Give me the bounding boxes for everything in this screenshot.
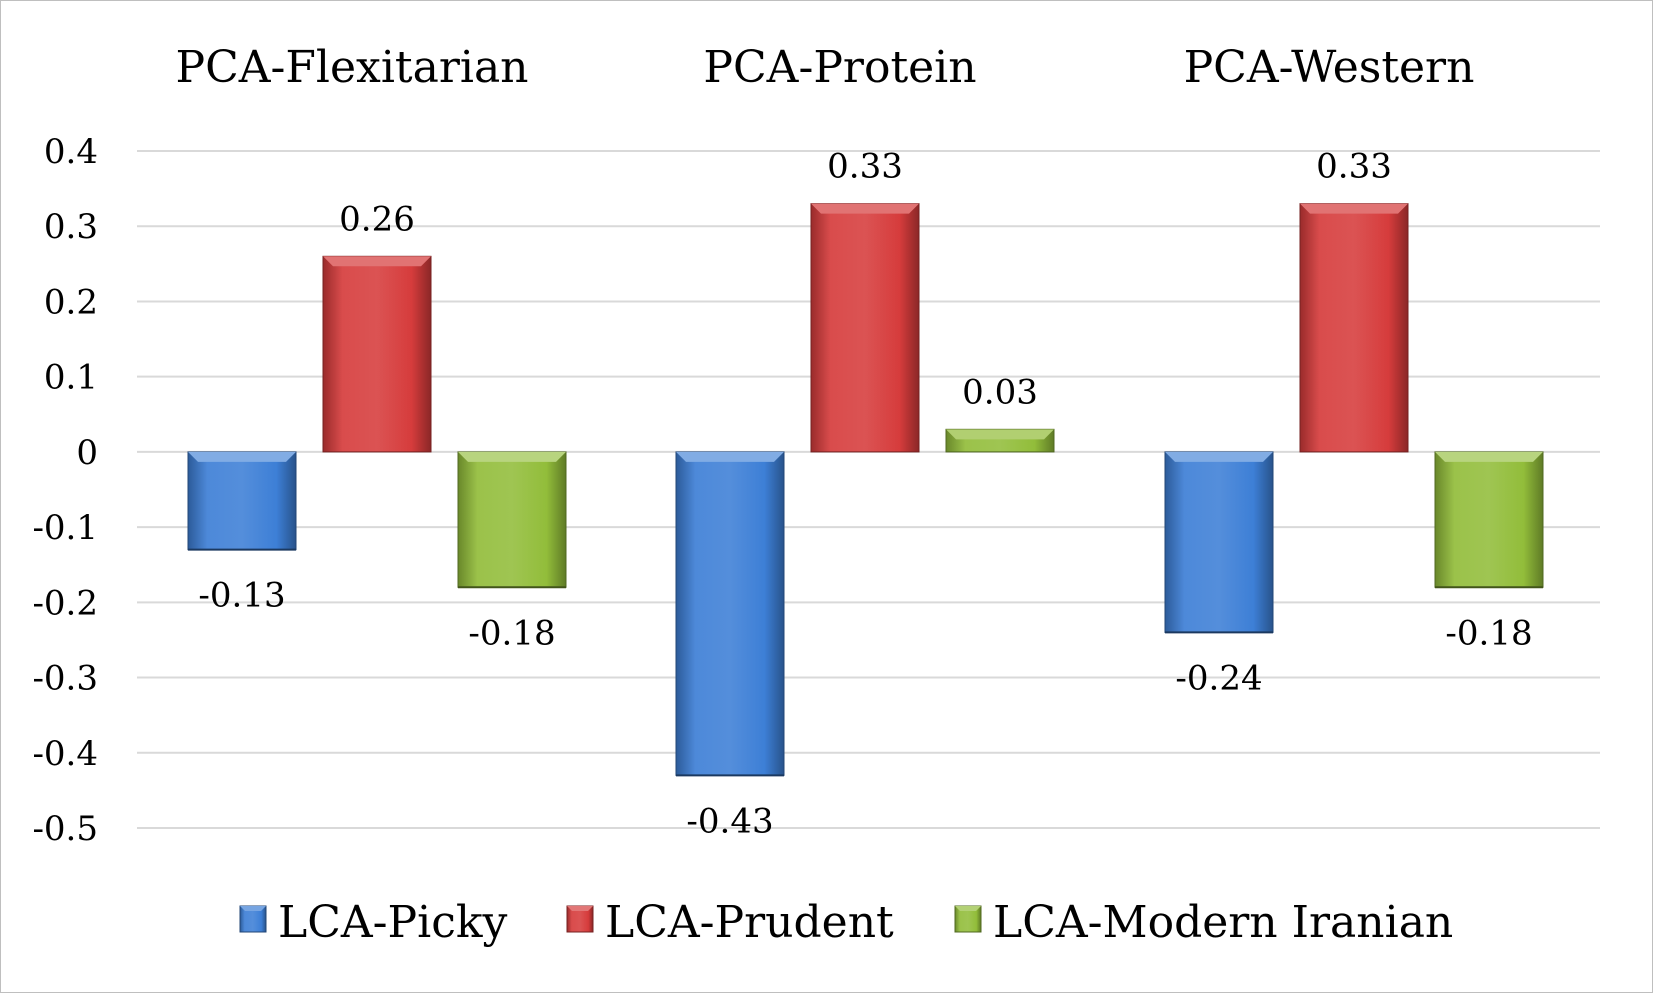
data-label-lca-prudent-pca-flexitarian: 0.26: [339, 199, 415, 239]
y-tick-label: 0.4: [44, 132, 98, 172]
bar-bevel: [1435, 451, 1543, 462]
bar-body: [1164, 451, 1274, 633]
data-label-lca-modern-iranian-pca-western: -0.18: [1445, 613, 1532, 653]
data-label-lca-modern-iranian-pca-flexitarian: -0.18: [468, 613, 555, 653]
category-label-pca-flexitarian: PCA-Flexitarian: [175, 42, 528, 93]
bar-lca-prudent-pca-flexitarian: [322, 255, 432, 453]
bar-bevel: [946, 429, 1054, 440]
bar-lca-modern-iranian-pca-western: [1434, 451, 1544, 589]
y-tick-label: -0.4: [32, 734, 98, 774]
bar-body: [322, 255, 432, 453]
bar-lca-picky-pca-western: [1164, 451, 1274, 634]
bar-lca-prudent-pca-western: [1299, 203, 1409, 453]
data-label-lca-prudent-pca-protein: 0.33: [827, 147, 903, 187]
legend-label: LCA-Prudent: [605, 897, 894, 948]
legend-item-lca-modern-iranian: LCA-Modern Iranian: [954, 897, 1453, 948]
bar-bevel: [811, 203, 919, 214]
legend-item-lca-picky: LCA-Picky: [239, 897, 508, 948]
bar-bevel: [323, 256, 431, 267]
bar-body: [457, 451, 567, 588]
legend-label: LCA-Picky: [278, 897, 508, 948]
bar-bevel: [458, 451, 566, 462]
data-label-lca-picky-pca-protein: -0.43: [686, 801, 773, 841]
bar-lca-picky-pca-protein: [675, 451, 785, 777]
category-label-pca-western: PCA-Western: [1184, 42, 1475, 93]
bar-lca-modern-iranian-pca-protein: [945, 428, 1055, 453]
data-label-lca-picky-pca-western: -0.24: [1175, 658, 1262, 698]
category-labels: PCA-Flexitarian PCA-Protein PCA-Western: [175, 42, 1474, 93]
bar-bevel: [188, 451, 296, 462]
category-label-pca-protein: PCA-Protein: [703, 42, 976, 93]
legend-item-lca-prudent: LCA-Prudent: [566, 897, 894, 948]
data-labels: -0.13 0.26 -0.18 -0.43 0.33 0.03 -0.24 0.33 -0.1…: [198, 147, 1532, 842]
y-tick-label: 0: [76, 433, 98, 473]
bar-body: [1299, 203, 1409, 453]
bar-body: [810, 203, 920, 453]
legend-swatch-bevel: [567, 906, 593, 911]
bar-body: [675, 451, 785, 776]
bar-body: [187, 451, 297, 551]
y-tick-label: 0.2: [44, 282, 98, 322]
legend-swatch-bevel: [240, 906, 266, 911]
bar-bevel: [676, 451, 784, 462]
data-label-lca-modern-iranian-pca-protein: 0.03: [962, 372, 1038, 412]
legend: LCA-Picky LCA-Prudent LCA-Modern Iranian: [239, 897, 1453, 948]
bar-lca-modern-iranian-pca-flexitarian: [457, 451, 567, 589]
data-label-lca-prudent-pca-western: 0.33: [1316, 147, 1392, 187]
y-tick-label: 0.3: [44, 207, 98, 247]
y-tick-label: -0.5: [32, 809, 98, 849]
bar-lca-picky-pca-flexitarian: [187, 451, 297, 551]
legend-label: LCA-Modern Iranian: [993, 897, 1453, 948]
bar-body: [1434, 451, 1544, 588]
bar-lca-prudent-pca-protein: [810, 203, 920, 453]
legend-swatch-bevel: [955, 906, 981, 911]
y-tick-label: -0.1: [32, 508, 98, 548]
y-tick-label: -0.3: [32, 659, 98, 699]
bar-bevel: [1300, 203, 1408, 214]
data-label-lca-picky-pca-flexitarian: -0.13: [198, 576, 285, 616]
gridlines: [137, 150, 1600, 829]
bar-bevel: [1165, 451, 1273, 462]
y-axis-tick-labels: 0.4 0.3 0.2 0.1 0 -0.1 -0.2 -0.3 -0.4 -0.5: [32, 132, 98, 849]
bars: [187, 203, 1544, 777]
y-tick-label: -0.2: [32, 583, 98, 623]
y-tick-label: 0.1: [44, 358, 98, 398]
